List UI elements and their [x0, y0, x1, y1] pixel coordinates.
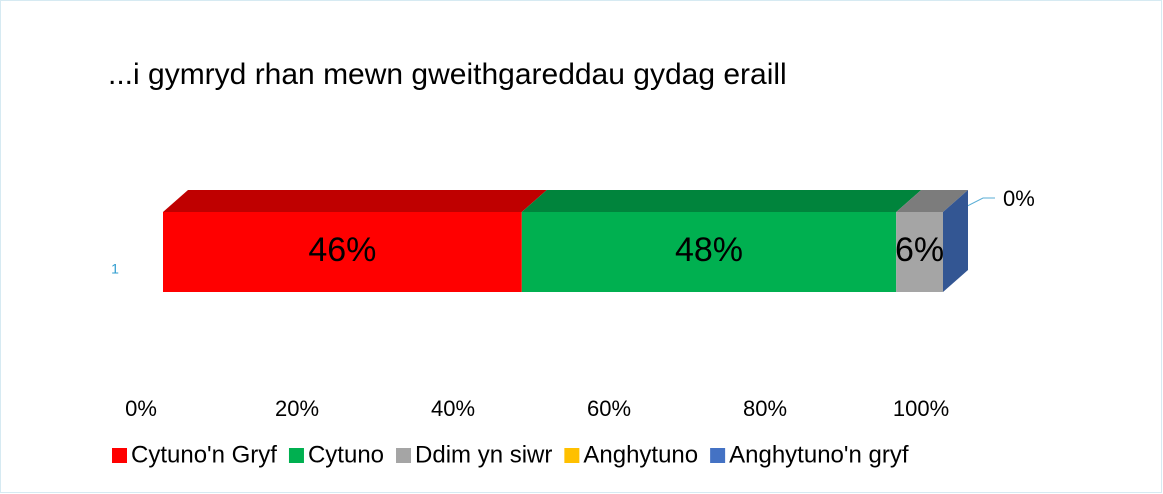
bar — [163, 212, 522, 292]
data-label: 46% — [308, 231, 376, 269]
bar — [896, 212, 943, 292]
legend-label: Ddim yn siwr — [415, 441, 552, 468]
x-tick-label: 40% — [431, 396, 475, 421]
x-tick-label: 60% — [587, 396, 631, 421]
legend-label: Anghytuno — [583, 441, 698, 468]
legend-label: Anghytuno'n gryf — [729, 441, 909, 468]
legend-label: Cytuno'n Gryf — [131, 441, 277, 468]
x-tick-label: 20% — [275, 396, 319, 421]
bar-top — [521, 190, 922, 212]
legend-swatch — [112, 448, 127, 463]
data-label: 48% — [675, 231, 743, 269]
legend-swatch — [564, 448, 580, 463]
x-tick-label: 80% — [743, 396, 787, 421]
bar-side — [943, 190, 968, 292]
bar — [521, 212, 897, 292]
x-tick-label: 100% — [893, 396, 949, 421]
chart-title: ...i gymryd rhan mewn gweithgareddau gyd… — [108, 58, 787, 91]
legend-swatch — [288, 448, 304, 463]
x-tick-label: 0% — [125, 396, 157, 421]
legend-swatch — [710, 448, 726, 463]
data-label: 6% — [895, 231, 944, 269]
legend-swatch — [396, 448, 412, 463]
y-tick-label: 1 — [111, 261, 119, 277]
legend-label: Cytuno — [308, 441, 384, 468]
bar-top — [896, 190, 968, 212]
data-label: 0% — [1003, 186, 1035, 211]
bar-top — [163, 190, 547, 212]
